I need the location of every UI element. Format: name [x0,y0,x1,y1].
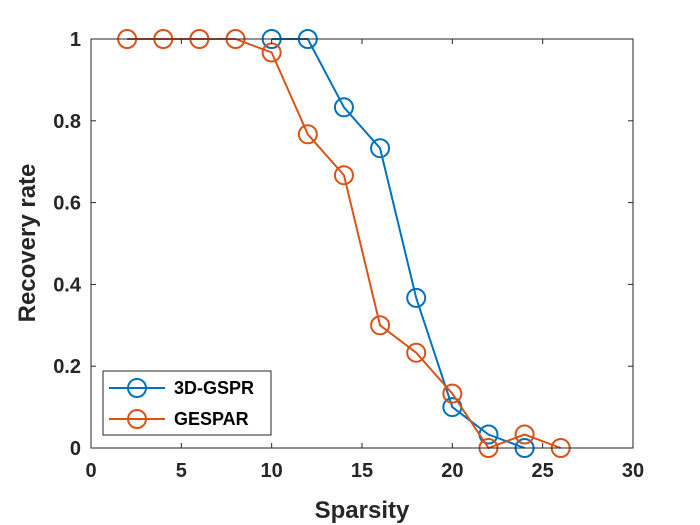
legend-label: GESPAR [174,409,249,429]
legend-marker [127,409,147,429]
y-tick-label: 0 [70,438,81,460]
tick-labels-layer: 0 5 10 15 20 25 30 0 0.2 0.4 0.6 0.8 1 [53,29,644,482]
data-point [406,342,427,363]
legend-items: 3D-GSPR GESPAR [109,378,254,429]
y-tick-label: 0.6 [53,193,81,215]
x-tick-label: 0 [85,460,96,482]
legend-label: 3D-GSPR [174,378,254,398]
x-tick-label: 10 [261,460,283,482]
ticks-layer [90,38,634,449]
series-line [271,38,525,449]
x-tick-label: 30 [622,460,644,482]
x-tick-label: 15 [351,460,373,482]
y-tick-label: 0.8 [53,111,81,133]
data-point [333,97,354,118]
y-tick-label: 0.2 [53,356,81,378]
data-point [297,124,318,145]
y-tick-label: 0.4 [53,274,82,296]
y-axis-title: Recovery rate [14,164,41,323]
data-point [370,138,391,159]
x-axis-title: Sparsity [315,497,410,524]
data-point [406,287,427,308]
y-tick-label: 1 [70,29,81,51]
x-tick-label: 20 [441,460,463,482]
data-point [333,165,354,186]
legend: 3D-GSPR GESPAR [102,370,272,436]
x-tick-label: 5 [176,460,187,482]
legend-marker [127,378,147,398]
data-point [514,424,535,445]
data-point [442,383,463,404]
data-point [370,315,391,336]
x-tick-label: 25 [532,460,554,482]
